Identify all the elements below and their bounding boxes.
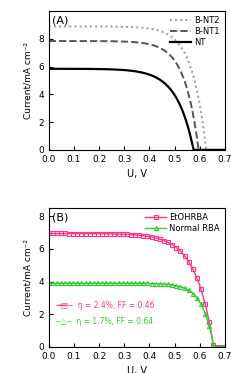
Y-axis label: Current/mA cm⁻²: Current/mA cm⁻² xyxy=(24,42,32,119)
Legend: B-NT2, B-NT1, NT: B-NT2, B-NT1, NT xyxy=(169,15,220,48)
NT xyxy=(191,148,194,152)
EtOHRBA xyxy=(79,231,82,236)
Y-axis label: Current/mA cm⁻²: Current/mA cm⁻² xyxy=(24,239,32,316)
Line: NT: NT xyxy=(49,69,224,150)
NT xyxy=(198,148,201,152)
EtOHRBA xyxy=(154,236,156,240)
NT xyxy=(149,73,152,78)
Text: ‒□‒  η = 2.4%, FF = 0.46: ‒□‒ η = 2.4%, FF = 0.46 xyxy=(55,301,154,310)
NT xyxy=(180,109,183,113)
B-NT2 xyxy=(180,47,183,51)
B-NT1 xyxy=(58,39,61,43)
Normal RBA xyxy=(79,281,82,285)
Text: (B): (B) xyxy=(52,212,68,222)
EtOHRBA xyxy=(183,255,186,259)
EtOHRBA xyxy=(47,231,50,236)
B-NT2 xyxy=(154,28,156,32)
Normal RBA xyxy=(94,281,96,285)
Line: Normal RBA: Normal RBA xyxy=(46,281,231,349)
Line: B-NT1: B-NT1 xyxy=(49,41,224,150)
B-NT1 xyxy=(197,148,199,152)
NT xyxy=(223,148,225,152)
B-NT2 xyxy=(198,107,201,112)
Normal RBA xyxy=(129,281,132,285)
X-axis label: U, V: U, V xyxy=(126,366,146,373)
B-NT1 xyxy=(159,46,162,51)
NT xyxy=(47,66,50,71)
Text: ‒△‒  η = 1.7%, FF = 0.64: ‒△‒ η = 1.7%, FF = 0.64 xyxy=(55,317,152,326)
Normal RBA xyxy=(168,282,170,287)
Normal RBA xyxy=(47,281,50,285)
Normal RBA xyxy=(211,345,214,349)
B-NT1 xyxy=(180,73,183,78)
EtOHRBA xyxy=(168,241,170,245)
EtOHRBA xyxy=(129,232,132,237)
B-NT2 xyxy=(149,26,152,31)
EtOHRBA xyxy=(94,231,96,236)
NT xyxy=(154,75,156,79)
B-NT2 xyxy=(47,24,50,29)
B-NT1 xyxy=(154,44,156,48)
B-NT2 xyxy=(159,29,162,34)
B-NT2 xyxy=(223,148,225,152)
B-NT2 xyxy=(204,148,207,152)
B-NT1 xyxy=(223,148,225,152)
Normal RBA xyxy=(154,281,156,286)
EtOHRBA xyxy=(228,345,231,349)
Line: B-NT2: B-NT2 xyxy=(49,26,224,150)
Line: EtOHRBA: EtOHRBA xyxy=(46,231,231,349)
B-NT2 xyxy=(58,24,61,29)
Normal RBA xyxy=(228,345,231,349)
X-axis label: U, V: U, V xyxy=(126,169,146,179)
B-NT1 xyxy=(198,148,201,152)
NT xyxy=(58,66,61,71)
B-NT1 xyxy=(149,43,152,47)
Legend: EtOHRBA, Normal RBA: EtOHRBA, Normal RBA xyxy=(144,212,220,234)
Normal RBA xyxy=(183,286,186,291)
B-NT1 xyxy=(47,39,50,43)
EtOHRBA xyxy=(211,345,214,349)
NT xyxy=(159,78,162,83)
Text: (A): (A) xyxy=(52,15,68,25)
